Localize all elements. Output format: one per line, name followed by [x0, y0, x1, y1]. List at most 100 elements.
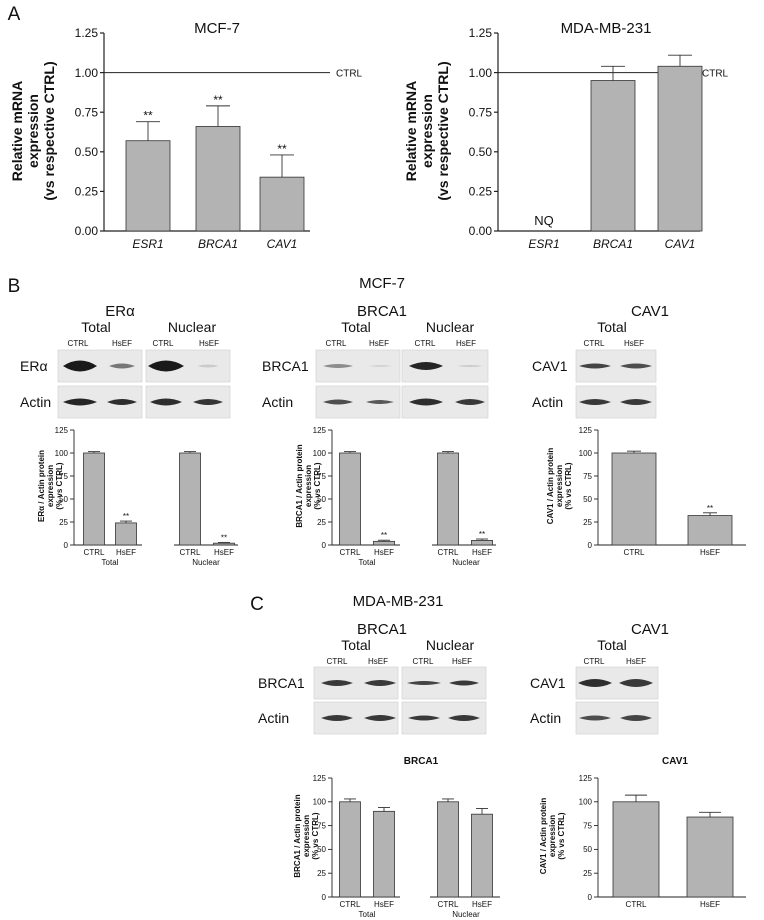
blot-band — [368, 365, 392, 367]
y-tick-label: 75 — [583, 472, 592, 481]
y-tick-label: 0 — [588, 541, 593, 550]
category-label: HsEF — [374, 900, 394, 909]
bar — [115, 522, 137, 546]
blot-band — [620, 399, 652, 405]
bar — [339, 801, 361, 898]
y-tick-label: 25 — [317, 869, 326, 878]
lane-label: CTRL — [584, 339, 605, 348]
bar — [590, 80, 636, 232]
bar — [373, 810, 395, 898]
lane-label: CTRL — [326, 339, 347, 348]
blot-band — [323, 364, 353, 368]
lane-label: HsEF — [452, 657, 472, 666]
category-label: BRCA1 — [593, 237, 633, 251]
y-axis-label: Relative mRNA — [403, 81, 419, 181]
y-axis-label: expression — [555, 465, 564, 507]
y-axis-label: (% vs CTRL) — [55, 462, 64, 509]
bar — [83, 452, 105, 546]
y-axis-label: (% vs CTRL) — [311, 812, 320, 859]
blot-band — [408, 715, 440, 721]
significance-mark: ** — [381, 531, 387, 540]
y-tick-label: 125 — [55, 426, 69, 435]
group-label: Total — [359, 558, 376, 567]
blot-row-label: CAV1 — [532, 358, 568, 374]
category-label: HsEF — [472, 548, 492, 557]
group-label: Nuclear — [452, 558, 480, 567]
blot-group-label: Total — [597, 319, 627, 335]
blot-row-label: Actin — [258, 710, 289, 726]
group-label: Total — [359, 910, 376, 919]
y-tick-label: 25 — [583, 518, 592, 527]
y-axis-label: (% vs CTRL) — [564, 462, 573, 509]
blot-band — [448, 715, 480, 721]
blot-row-label: Actin — [530, 710, 561, 726]
blot-group-label: Nuclear — [168, 319, 217, 335]
chart-c-cav1: 0 25 50 75 100 125 CTRL HsEF CAV1 / Actin protei… — [539, 756, 746, 909]
blot-c-cav1: Total CTRL HsEF CAV1 Actin CAV1 — [530, 621, 669, 735]
blot-row-label: BRCA1 — [258, 675, 305, 691]
y-tick-label: 0 — [64, 541, 69, 550]
significance-mark: ** — [221, 533, 227, 542]
y-tick-label: 100 — [579, 798, 593, 807]
group-label: Nuclear — [452, 910, 480, 919]
category-label: HsEF — [472, 900, 492, 909]
y-tick-label: 125 — [579, 426, 593, 435]
panel-letter-c: C — [250, 594, 264, 615]
y-tick-label: 1.25 — [75, 26, 99, 40]
category-label: HsEF — [116, 548, 136, 557]
lane-label: HsEF — [626, 657, 646, 666]
y-tick-label: 75 — [59, 472, 68, 481]
blot-band — [579, 363, 611, 369]
y-tick-label: 100 — [313, 449, 327, 458]
bar — [611, 452, 657, 546]
blot-group-label: Total — [597, 637, 627, 653]
chart-title: MCF-7 — [194, 20, 240, 37]
blot-group-label: Nuclear — [426, 637, 475, 653]
lane-label: CTRL — [68, 339, 89, 348]
blot-row-label: Actin — [20, 394, 51, 410]
category-label: CTRL — [438, 900, 459, 909]
y-tick-label: 1.00 — [75, 66, 99, 80]
lane-label: CTRL — [153, 339, 174, 348]
category-label: CTRL — [340, 548, 361, 557]
lane-label: HsEF — [199, 339, 219, 348]
y-tick-label: 50 — [583, 845, 592, 854]
blot-b-era: Total Nuclear CTRL HsEF CTRL HsEF ERα Actin ERα — [20, 303, 231, 419]
bar — [339, 452, 361, 546]
category-label: HsEF — [214, 548, 234, 557]
significance-mark: ** — [479, 530, 485, 539]
blot-band — [620, 715, 652, 721]
significance-mark: ** — [123, 512, 129, 521]
category-label: HsEF — [700, 900, 720, 909]
y-axis-label: Relative mRNA — [9, 81, 25, 181]
y-tick-label: 0 — [322, 893, 327, 902]
blot-row-label: Actin — [532, 394, 563, 410]
lane-label: CTRL — [413, 657, 434, 666]
y-tick-label: 125 — [313, 774, 327, 783]
blot-band — [407, 681, 441, 685]
bar — [179, 452, 201, 546]
blot-band — [63, 398, 97, 406]
significance-mark: ** — [213, 93, 223, 107]
y-axis-label: BRCA1 / Actin protein — [293, 794, 302, 877]
y-tick-label: 0.25 — [75, 185, 99, 199]
panel-letter-b: B — [8, 276, 21, 297]
y-axis-label: expression — [25, 94, 41, 168]
reference-line-label: CTRL — [336, 69, 363, 80]
y-tick-label: 50 — [317, 845, 326, 854]
y-tick-label: 0.75 — [469, 105, 493, 119]
y-axis-label: expression — [548, 815, 557, 857]
bar — [437, 452, 459, 546]
y-tick-label: 1.00 — [469, 66, 493, 80]
blot-protein-title: BRCA1 — [357, 621, 407, 638]
blot-band — [409, 362, 443, 370]
lane-label: HsEF — [369, 339, 389, 348]
blot-band — [366, 400, 394, 404]
y-tick-label: 50 — [583, 495, 592, 504]
group-label: Total — [102, 558, 119, 567]
blot-band — [449, 680, 479, 686]
blot-band — [150, 398, 182, 406]
chart-a-mcf7: 0.00 0.25 0.50 0.75 1.00 1.25 CTRL ** ESR1 ** BRCA… — [9, 20, 363, 251]
reference-line-label: CTRL — [702, 69, 729, 80]
